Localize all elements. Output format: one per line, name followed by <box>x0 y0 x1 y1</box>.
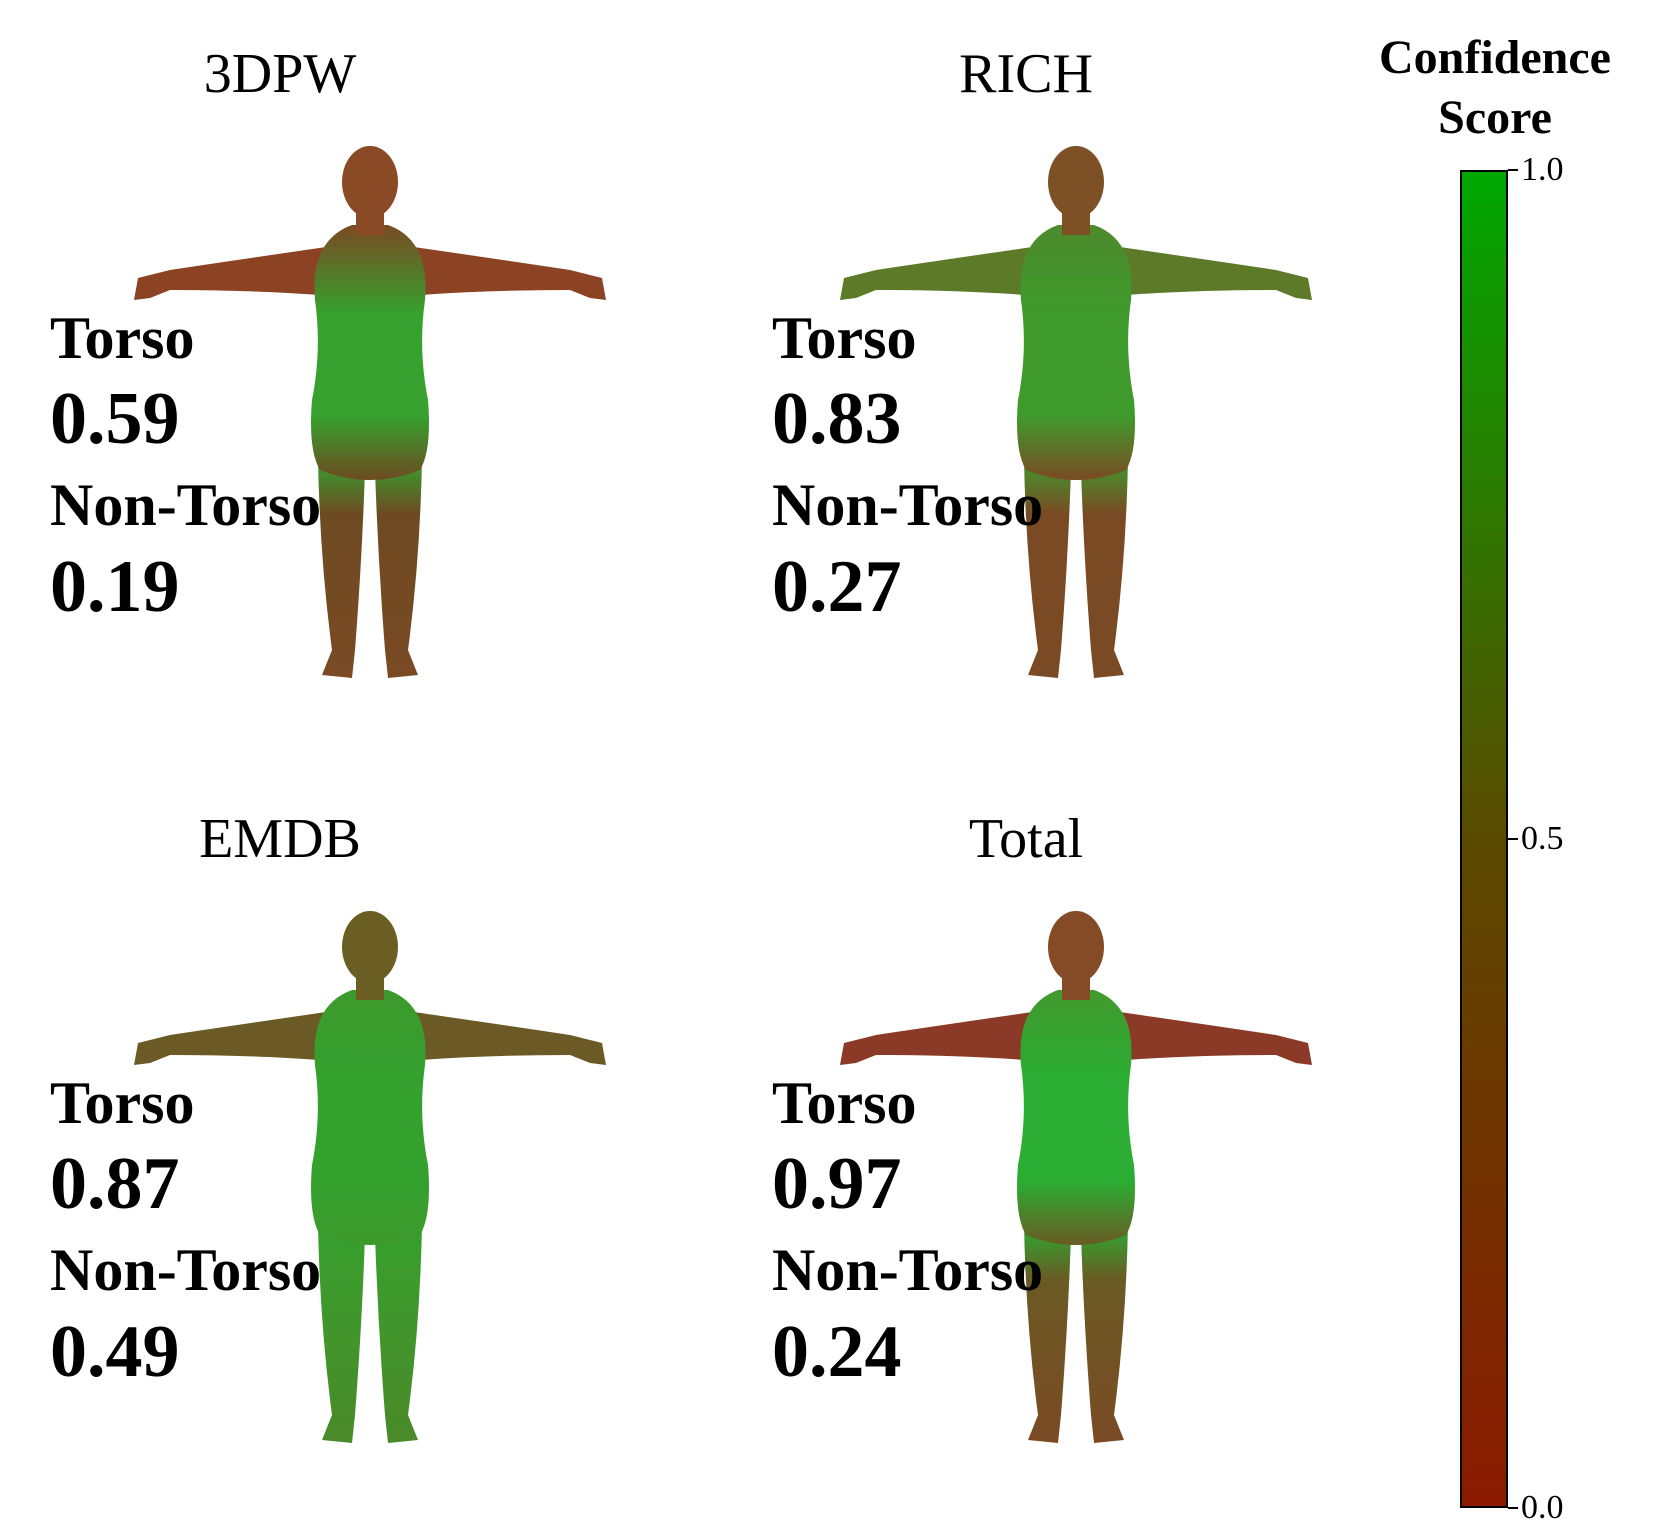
right-arm <box>400 1010 606 1065</box>
body-mesh-figure <box>134 911 606 1443</box>
left-arm <box>134 1010 340 1065</box>
left-arm <box>134 245 340 300</box>
non-torso-value: 0.24 <box>772 1311 902 1393</box>
left-leg <box>318 460 365 678</box>
right-arm <box>400 245 606 300</box>
non-torso-label: Non-Torso <box>772 1237 1044 1303</box>
colorbar-tick-label: 0.5 <box>1521 820 1564 857</box>
torso-label: Torso <box>50 305 195 371</box>
torso-value: 0.97 <box>772 1143 902 1225</box>
panel-rich: RICH Torso 0.83 Non-Torso 0.27 <box>706 0 1406 740</box>
colorbar-title-line2: Score <box>1438 91 1552 144</box>
head <box>342 911 398 983</box>
right-leg <box>375 1225 422 1443</box>
panel-title: Total <box>968 808 1084 870</box>
panel-title: 3DPW <box>203 43 357 105</box>
torso-value: 0.59 <box>50 378 180 460</box>
colorbar-tick <box>1508 838 1518 840</box>
panel-title: RICH <box>959 43 1093 105</box>
colorbar-title: Confidence Score <box>1350 28 1640 148</box>
torso-label: Torso <box>50 1070 195 1136</box>
torso-value: 0.83 <box>772 378 902 460</box>
body-mesh-figure <box>134 146 606 678</box>
right-leg <box>1081 460 1128 678</box>
right-arm <box>1106 1010 1312 1065</box>
panel-title: EMDB <box>199 808 361 870</box>
body-mesh-figure <box>840 146 1312 678</box>
colorbar-title-line1: Confidence <box>1379 31 1611 84</box>
right-leg <box>1081 1225 1128 1443</box>
non-torso-label: Non-Torso <box>50 472 322 538</box>
torso-value: 0.87 <box>50 1143 180 1225</box>
panel-3dpw: 3DPW Torso 0.59 Non-Torso 0.19 <box>0 0 700 740</box>
head <box>1048 146 1104 218</box>
panel-emdb: EMDB Torso 0.87 Non-Torso 0.49 <box>0 765 700 1505</box>
torso-label: Torso <box>772 1070 917 1136</box>
torso <box>1017 990 1135 1245</box>
colorbar-tick-label: 0.0 <box>1521 1489 1564 1526</box>
right-leg <box>375 460 422 678</box>
colorbar-gradient <box>1460 170 1508 1508</box>
non-torso-value: 0.49 <box>50 1311 180 1393</box>
head <box>342 146 398 218</box>
torso <box>1017 225 1135 480</box>
left-leg <box>1024 460 1071 678</box>
torso <box>311 990 429 1245</box>
non-torso-label: Non-Torso <box>772 472 1044 538</box>
body-mesh-figure <box>840 911 1312 1443</box>
left-leg <box>1024 1225 1071 1443</box>
head <box>1048 911 1104 983</box>
non-torso-value: 0.19 <box>50 546 180 628</box>
left-arm <box>840 1010 1046 1065</box>
non-torso-value: 0.27 <box>772 546 902 628</box>
right-arm <box>1106 245 1312 300</box>
left-arm <box>840 245 1046 300</box>
panel-total: Total Torso 0.97 Non-Torso 0.24 <box>706 765 1406 1505</box>
torso <box>311 225 429 480</box>
left-leg <box>318 1225 365 1443</box>
torso-label: Torso <box>772 305 917 371</box>
colorbar-tick-label: 1.0 <box>1521 151 1564 188</box>
non-torso-label: Non-Torso <box>50 1237 322 1303</box>
colorbar-tick <box>1508 169 1518 171</box>
colorbar-tick <box>1508 1507 1518 1509</box>
